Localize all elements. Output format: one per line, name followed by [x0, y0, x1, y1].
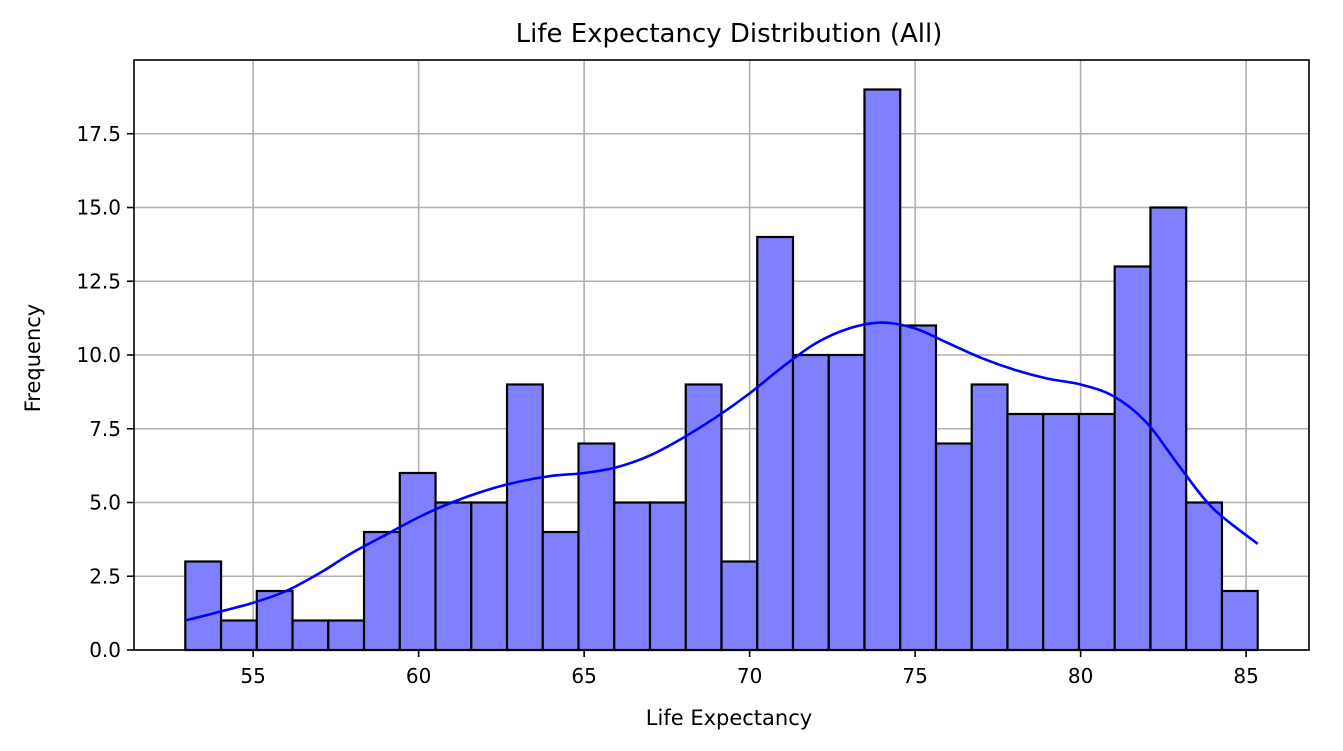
- y-tick-label: 0.0: [89, 638, 121, 662]
- y-tick-label: 2.5: [89, 564, 121, 588]
- histogram-bar: [791, 353, 830, 652]
- histogram-bar: [720, 560, 759, 652]
- x-tick-label: 70: [737, 664, 762, 688]
- histogram-bar: [1220, 589, 1259, 652]
- histogram-bar: [398, 471, 437, 652]
- histogram-bar: [327, 619, 366, 652]
- y-tick-label: 5.0: [89, 491, 121, 515]
- y-axis-label: Frequency: [21, 304, 45, 413]
- histogram-bar: [1185, 501, 1224, 652]
- y-tick-label: 10.0: [76, 343, 121, 367]
- histogram-bar: [756, 235, 795, 652]
- histogram-bar: [934, 442, 973, 652]
- kde-curve: [184, 321, 1259, 622]
- histogram-bar: [184, 560, 223, 652]
- histogram-bars: [184, 88, 1259, 652]
- histogram-bar: [434, 501, 473, 652]
- histogram-bar: [470, 501, 509, 652]
- chart-title: Life Expectancy Distribution (All): [516, 19, 943, 49]
- x-axis-ticks: 55 60 65 70 75 80 85: [240, 650, 1259, 688]
- histogram-bar: [970, 383, 1009, 652]
- histogram-bar: [827, 353, 866, 652]
- y-axis-ticks: 0.0 2.5 5.0 7.5 10.0 12.5 15.0 17.5: [76, 122, 134, 662]
- histogram-bar: [362, 530, 401, 652]
- x-tick-label: 55: [240, 664, 265, 688]
- histogram-bar: [1077, 412, 1116, 652]
- histogram-bar: [1113, 265, 1152, 652]
- histogram-bar: [613, 501, 652, 652]
- histogram-bar: [1006, 412, 1045, 652]
- histogram-bar: [1149, 206, 1188, 652]
- y-tick-label: 17.5: [76, 122, 121, 146]
- x-tick-label: 85: [1233, 664, 1258, 688]
- x-tick-label: 65: [571, 664, 596, 688]
- x-tick-label: 80: [1068, 664, 1093, 688]
- y-tick-label: 12.5: [76, 269, 121, 293]
- histogram-bar: [291, 619, 330, 652]
- histogram-bar: [863, 88, 902, 652]
- histogram-bar: [1042, 412, 1081, 652]
- x-tick-label: 75: [902, 664, 927, 688]
- histogram-bar: [648, 501, 687, 652]
- histogram-bar: [577, 442, 616, 652]
- histogram-bar: [541, 530, 580, 652]
- histogram-bar: [899, 324, 938, 652]
- y-tick-label: 7.5: [89, 417, 121, 441]
- x-tick-label: 60: [406, 664, 431, 688]
- y-tick-label: 15.0: [76, 196, 121, 220]
- histogram-bar: [219, 619, 258, 652]
- histogram-bar: [505, 383, 544, 652]
- histogram-bar: [684, 383, 723, 652]
- x-axis-label: Life Expectancy: [646, 706, 812, 730]
